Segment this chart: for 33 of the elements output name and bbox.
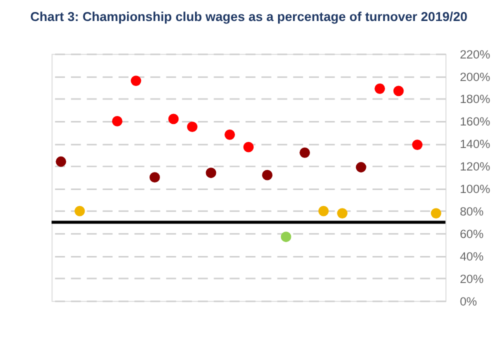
y-tick-label: 220% bbox=[460, 47, 491, 62]
y-tick-label: 40% bbox=[460, 249, 484, 264]
point bbox=[74, 206, 85, 216]
y-tick-label: 140% bbox=[460, 137, 491, 152]
point bbox=[187, 122, 198, 132]
point bbox=[206, 168, 216, 178]
point bbox=[337, 208, 348, 218]
y-tick-label: 80% bbox=[460, 204, 484, 219]
point bbox=[300, 147, 310, 158]
point bbox=[318, 206, 329, 216]
y-tick-label: 60% bbox=[460, 226, 484, 241]
y-tick-label: 100% bbox=[460, 182, 491, 196]
y-tick-label: 20% bbox=[460, 272, 484, 286]
point bbox=[150, 172, 160, 183]
point bbox=[412, 140, 423, 150]
point bbox=[130, 76, 142, 86]
y-tick-label: 200% bbox=[460, 70, 491, 84]
point bbox=[393, 86, 404, 96]
chart-title: Chart 3: Championship club wages as a percentage of turnover 2019/20 bbox=[30, 9, 468, 24]
y-tick-label: 120% bbox=[460, 160, 491, 174]
point bbox=[224, 129, 235, 140]
y-tick-label: 160% bbox=[460, 114, 491, 129]
point bbox=[280, 232, 292, 242]
point bbox=[262, 170, 272, 180]
y-tick-label: 0% bbox=[460, 294, 478, 308]
point bbox=[356, 162, 366, 172]
point bbox=[112, 116, 122, 126]
point bbox=[374, 83, 385, 94]
point bbox=[243, 142, 254, 152]
point bbox=[430, 208, 442, 218]
point bbox=[56, 156, 66, 167]
y-tick-label: 180% bbox=[460, 92, 491, 106]
point bbox=[168, 114, 179, 124]
